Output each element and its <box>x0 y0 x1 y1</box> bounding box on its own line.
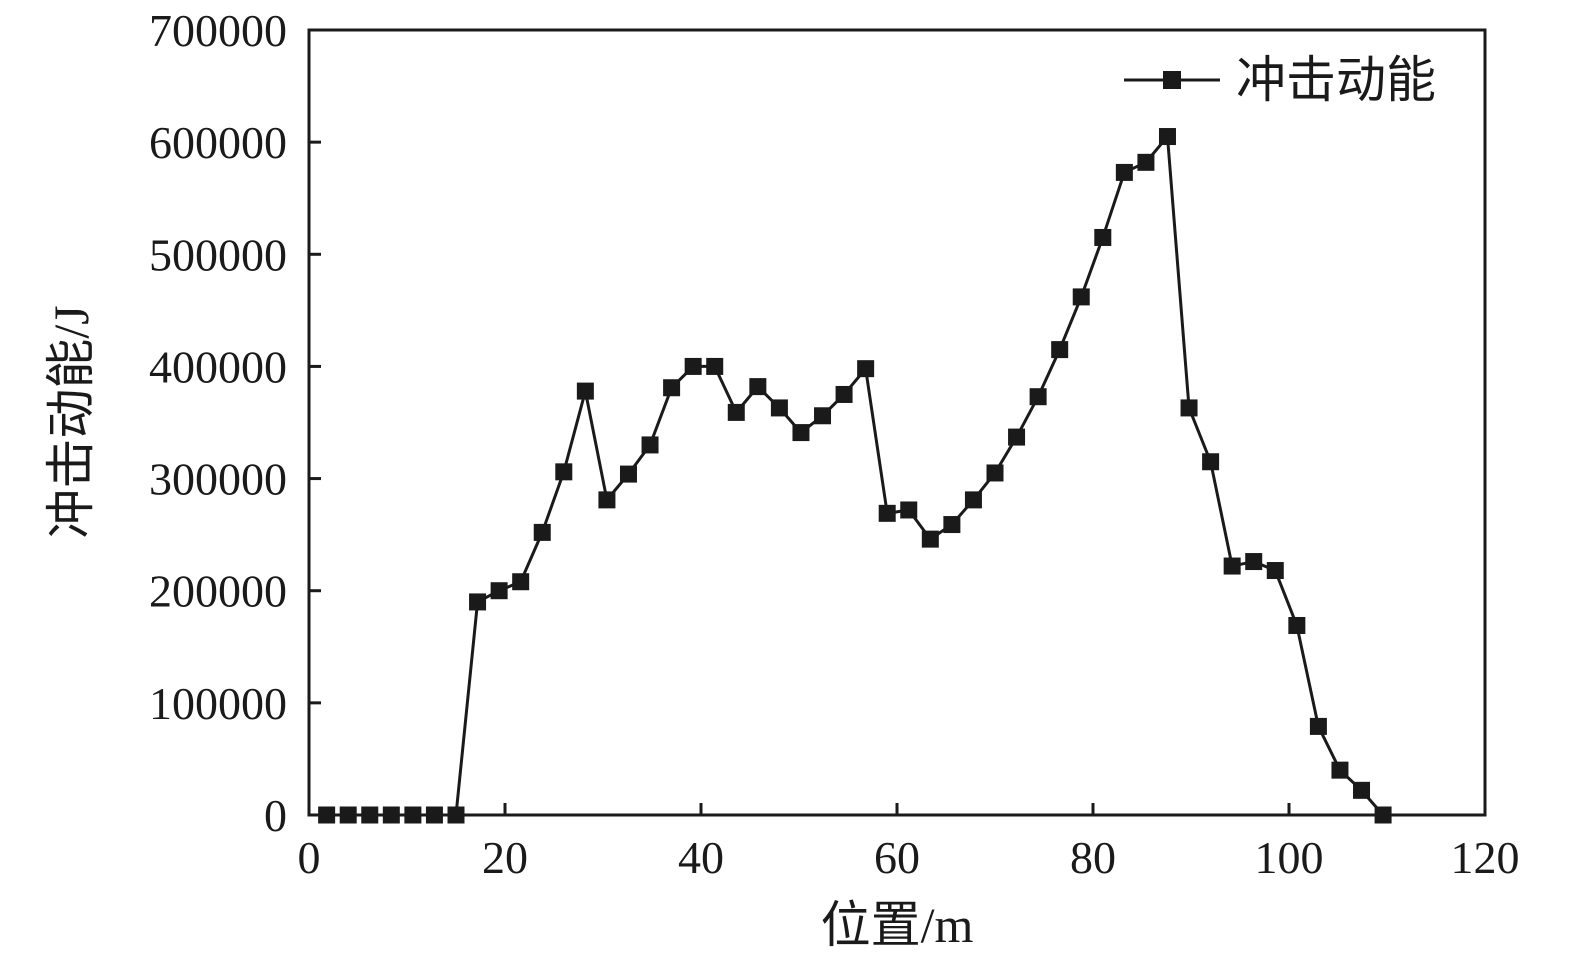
data-point <box>619 465 637 483</box>
series-line <box>326 135 1385 817</box>
data-point <box>814 407 832 425</box>
data-point <box>318 806 336 824</box>
y-axis-title: 冲击动能/J <box>43 305 99 538</box>
y-tick-label: 600000 <box>149 117 287 168</box>
data-point <box>663 379 681 397</box>
data-point <box>921 530 939 548</box>
data-point <box>490 582 508 600</box>
x-tick-label: 40 <box>678 832 724 883</box>
data-point <box>339 806 357 824</box>
data-point <box>900 501 918 519</box>
legend-marker-square <box>1163 71 1181 89</box>
y-tick-label: 100000 <box>149 678 287 729</box>
data-point <box>361 806 379 824</box>
y-tick-label: 400000 <box>149 341 287 392</box>
data-point <box>835 385 853 403</box>
series-layer <box>318 128 1392 824</box>
data-point <box>469 593 487 611</box>
data-point <box>533 523 551 541</box>
data-point <box>1051 341 1069 359</box>
data-point <box>404 806 422 824</box>
data-point <box>1137 153 1155 171</box>
y-axis: 0 100000 200000 300000 400000 500000 600000 700… <box>149 5 321 841</box>
data-point <box>964 491 982 509</box>
data-point <box>857 360 875 378</box>
plot-frame <box>307 28 1487 817</box>
y-tick-label: 300000 <box>149 454 287 505</box>
data-point <box>1094 228 1112 246</box>
data-point <box>1245 553 1263 571</box>
data-point <box>576 382 594 400</box>
data-point <box>770 399 788 417</box>
y-tick-label: 500000 <box>149 229 287 280</box>
data-point <box>447 806 465 824</box>
data-point <box>1309 717 1327 735</box>
data-point <box>1029 388 1047 406</box>
y-tick-label: 200000 <box>149 566 287 617</box>
x-axis-title: 位置/m <box>821 897 974 953</box>
legend: 冲击动能 <box>1124 52 1436 108</box>
data-point <box>1331 761 1349 779</box>
data-point <box>1288 616 1306 634</box>
data-point <box>598 491 616 509</box>
data-point <box>425 806 443 824</box>
x-tick-label: 0 <box>298 832 321 883</box>
data-point <box>943 516 961 534</box>
x-tick-label: 120 <box>1451 832 1520 883</box>
y-tick-label: 0 <box>264 790 287 841</box>
data-point <box>878 504 896 522</box>
data-point <box>641 436 659 454</box>
data-point <box>1202 453 1220 471</box>
data-point <box>382 806 400 824</box>
x-tick-label: 20 <box>482 832 528 883</box>
data-point <box>986 464 1004 482</box>
data-point <box>1374 806 1392 824</box>
y-tick-label: 700000 <box>149 5 287 56</box>
data-point <box>749 378 767 396</box>
x-tick-label: 100 <box>1255 832 1324 883</box>
data-point <box>512 573 530 591</box>
x-tick-label: 80 <box>1070 832 1116 883</box>
data-point <box>792 424 810 442</box>
x-axis: 0 20 40 60 80 100 120 <box>298 803 1520 883</box>
data-point <box>1353 781 1371 799</box>
data-point <box>1115 163 1133 181</box>
x-tick-label: 60 <box>874 832 920 883</box>
data-point <box>1180 399 1198 417</box>
data-point <box>1223 557 1241 575</box>
data-point <box>1008 428 1026 446</box>
data-point <box>1266 562 1284 580</box>
data-point <box>706 357 724 375</box>
data-point <box>727 403 745 421</box>
data-point <box>1072 288 1090 306</box>
data-point <box>684 357 702 375</box>
legend-label: 冲击动能 <box>1236 52 1436 108</box>
data-point <box>1158 128 1176 146</box>
data-point <box>555 463 573 481</box>
